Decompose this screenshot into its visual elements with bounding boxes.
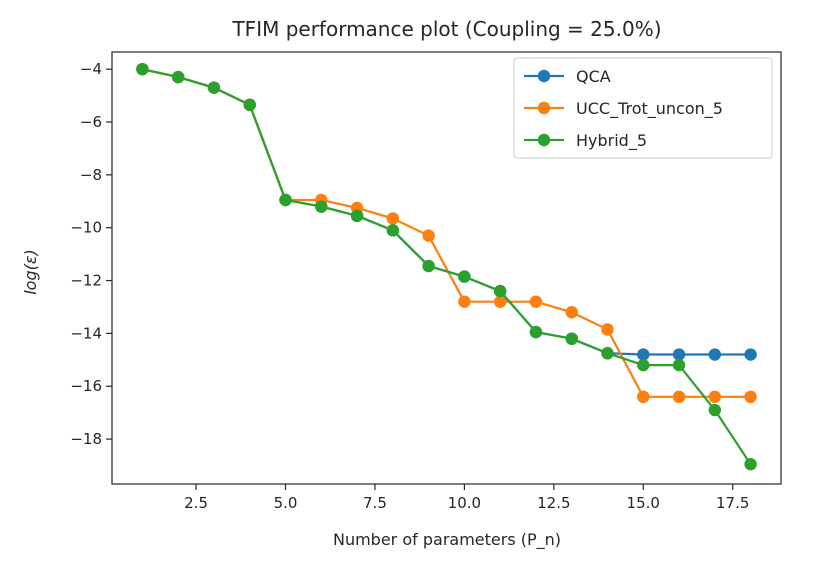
y-tick-label: −14: [70, 324, 102, 342]
data-point: [601, 347, 614, 360]
series-hybrid-5: [136, 62, 757, 471]
data-point: [529, 325, 543, 339]
data-point: [422, 229, 435, 242]
data-point: [708, 348, 722, 361]
legend-label: QCA: [576, 67, 611, 86]
legend-marker: [537, 69, 551, 83]
data-point: [315, 200, 328, 213]
data-point: [136, 62, 149, 76]
legend-label: Hybrid_5: [576, 131, 647, 151]
x-tick-label: 15.0: [627, 494, 660, 512]
y-tick-label: −12: [70, 272, 102, 290]
legend: QCA UCC_Trot_uncon_5 Hybrid_5: [513, 57, 773, 159]
data-point: [565, 332, 578, 345]
chart-title: TFIM performance plot (Coupling = 25.0%): [231, 17, 661, 41]
data-point: [708, 390, 722, 404]
x-tick-label: 17.5: [716, 494, 749, 512]
data-point: [350, 209, 364, 223]
legend-label: UCC_Trot_uncon_5: [576, 99, 723, 119]
data-point: [637, 358, 650, 372]
x-tick-label: 2.5: [184, 494, 208, 512]
legend-item: Hybrid_5: [524, 131, 647, 151]
y-tick-label: −4: [80, 60, 102, 78]
data-point: [529, 295, 543, 308]
data-point: [744, 390, 757, 404]
data-point: [171, 70, 185, 84]
y-tick-label: −6: [80, 113, 102, 131]
data-point: [493, 284, 507, 298]
legend-marker: [537, 133, 551, 147]
x-tick-label: 12.5: [537, 494, 570, 512]
legend-item: QCA: [524, 67, 611, 86]
y-axis-label: log(ε): [21, 249, 40, 295]
data-point: [672, 358, 686, 372]
data-point: [637, 348, 650, 361]
x-tick-label: 10.0: [448, 494, 481, 512]
x-tick-label: 5.0: [274, 494, 298, 512]
data-point: [207, 81, 221, 94]
data-point: [243, 98, 256, 112]
data-point: [493, 295, 507, 308]
y-tick-label: −16: [70, 377, 102, 395]
x-tick-label: 7.5: [363, 494, 387, 512]
data-point: [565, 306, 578, 319]
y-tick-label: −10: [70, 219, 102, 237]
data-point: [708, 403, 722, 417]
legend-box: [513, 57, 773, 159]
data-point: [458, 295, 471, 308]
legend-item: UCC_Trot_uncon_5: [524, 99, 723, 119]
data-point: [279, 193, 292, 207]
data-point: [386, 224, 400, 237]
plot-area: 2.5 5.0 7.5 10.0 12.5 15.0 17.5 −4 −6 −8 −10 −12 −14…: [70, 51, 782, 512]
y-tick-label: −8: [80, 166, 102, 184]
data-point: [672, 348, 686, 361]
data-point: [637, 390, 650, 404]
x-axis-label: Number of parameters (P_n): [333, 530, 561, 550]
data-point: [744, 457, 757, 471]
legend-marker: [537, 101, 551, 115]
data-point: [458, 270, 471, 283]
data-point: [744, 348, 757, 361]
data-point: [422, 259, 435, 273]
axes-frame: [111, 51, 782, 485]
y-tick-label: −18: [70, 430, 102, 448]
data-point: [672, 390, 686, 404]
data-point: [601, 323, 614, 336]
data-point: [386, 212, 400, 225]
